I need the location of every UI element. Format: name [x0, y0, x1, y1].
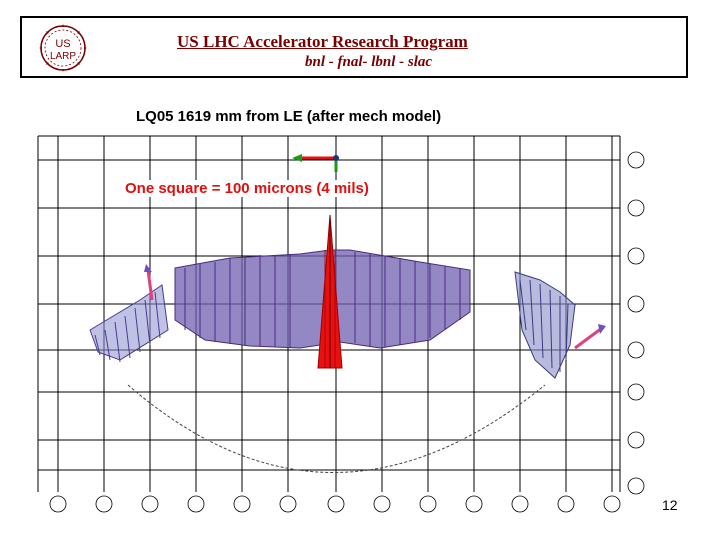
axis-triad [292, 154, 339, 172]
scale-note: One square = 100 microns (4 mils) [125, 180, 369, 197]
header-title: US LHC Accelerator Research Program [177, 32, 468, 51]
center-spike [317, 214, 343, 369]
us-larp-logo: US LARP [39, 24, 87, 72]
center-deformation [174, 249, 471, 349]
logo-text-bottom: LARP [50, 51, 76, 62]
slide-title: LQ05 1619 mm from LE (after mech model) [136, 108, 442, 125]
right-arrow [574, 326, 603, 350]
right-deformation [514, 271, 576, 379]
right-markers [627, 151, 645, 495]
left-arrow [146, 269, 154, 301]
header-subtitle: bnl - fnal- lbnl - slac [305, 54, 433, 70]
logo-text-top: US [55, 38, 70, 50]
page-number: 12 [662, 497, 678, 513]
left-deformation [89, 284, 169, 363]
bottom-markers [49, 495, 621, 513]
header-box: US LARP US LHC Accelerator Research Prog… [20, 16, 688, 78]
